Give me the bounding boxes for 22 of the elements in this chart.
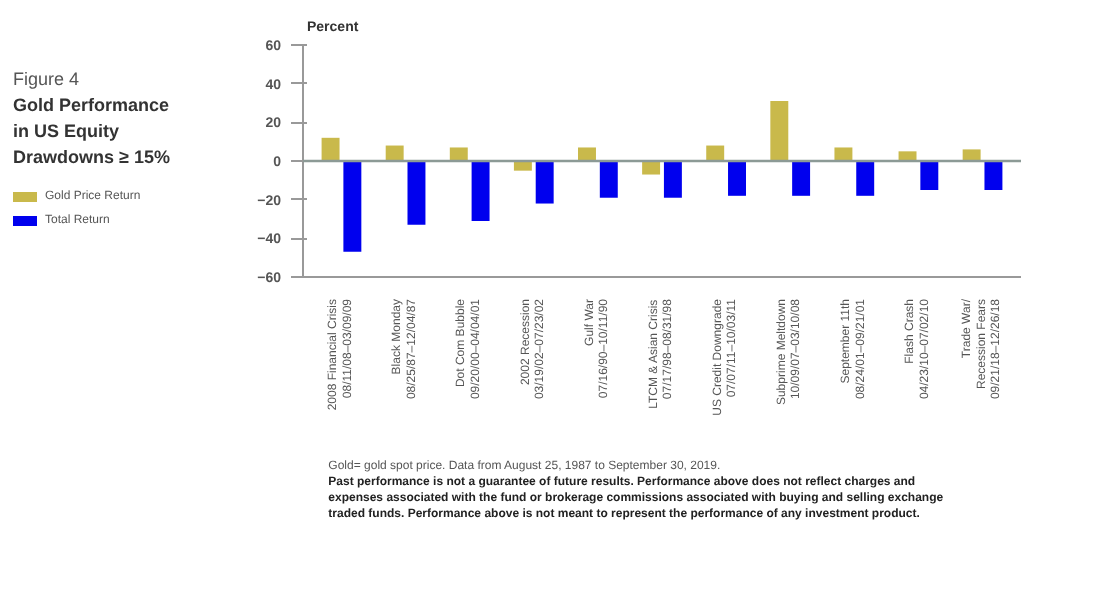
bar [343,161,362,252]
bar [642,161,661,175]
bar [663,161,682,198]
bar [728,161,746,196]
bar [962,149,981,161]
bar [599,161,618,198]
bar [856,161,875,196]
bar [471,161,490,221]
bar [407,161,426,225]
text: Gold Performance in US Equity Drawdowns ≥ 15% [13,95,170,167]
bar [792,161,811,196]
bar [449,147,468,161]
bar [834,147,853,161]
bar [706,145,725,161]
text: Figure 4 [13,69,80,89]
bar [535,161,554,204]
bar [770,101,789,161]
bar [578,147,596,161]
bar [321,137,340,161]
bar [920,161,939,190]
bar [385,145,404,161]
bar [984,161,1003,190]
